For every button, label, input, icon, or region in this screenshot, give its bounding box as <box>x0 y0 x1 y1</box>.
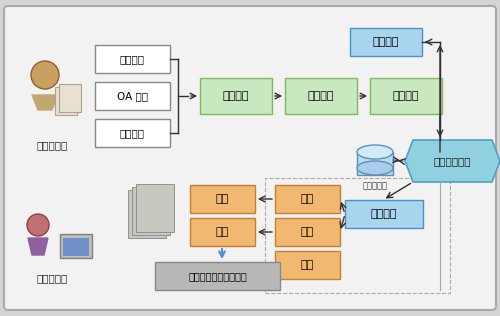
Bar <box>275 185 340 213</box>
Bar <box>55 87 77 115</box>
Ellipse shape <box>357 145 393 159</box>
Text: 电子印章: 电子印章 <box>308 91 334 101</box>
Text: 拒收: 拒收 <box>301 227 314 237</box>
Circle shape <box>27 214 49 236</box>
Bar <box>63 238 89 256</box>
Bar <box>155 262 280 290</box>
Polygon shape <box>32 95 58 110</box>
Bar <box>200 78 272 114</box>
Bar <box>285 78 357 114</box>
Bar <box>60 234 92 258</box>
Bar <box>265 178 450 293</box>
Text: 公文交换系统: 公文交换系统 <box>434 156 471 166</box>
Text: 签收: 签收 <box>301 194 314 204</box>
Text: 公文接受方: 公文接受方 <box>36 273 68 283</box>
Polygon shape <box>28 238 48 255</box>
Text: 输出: 输出 <box>216 227 229 237</box>
Bar <box>190 218 255 246</box>
Text: 公文发送方: 公文发送方 <box>36 140 68 150</box>
Text: 打印、归档、协同办公: 打印、归档、协同办公 <box>188 271 247 281</box>
Text: 中心公文库: 中心公文库 <box>362 181 388 190</box>
Bar <box>190 185 255 213</box>
Text: 回执管理: 回执管理 <box>373 37 399 47</box>
Text: 办理: 办理 <box>216 194 229 204</box>
Bar <box>95 45 170 73</box>
Bar <box>350 28 422 56</box>
Bar <box>95 82 170 110</box>
Text: OA 接口: OA 接口 <box>117 91 148 101</box>
FancyBboxPatch shape <box>136 184 174 232</box>
Bar <box>275 218 340 246</box>
Bar <box>59 84 81 112</box>
FancyBboxPatch shape <box>4 6 496 310</box>
Text: 公文生成: 公文生成 <box>223 91 249 101</box>
Bar <box>370 78 442 114</box>
Text: 电子文件: 电子文件 <box>120 128 145 138</box>
Polygon shape <box>405 140 500 182</box>
Circle shape <box>31 61 59 89</box>
Text: 公文打包: 公文打包 <box>393 91 419 101</box>
FancyBboxPatch shape <box>128 190 166 238</box>
FancyBboxPatch shape <box>132 187 170 235</box>
Text: 退回: 退回 <box>301 260 314 270</box>
Text: 录入排版: 录入排版 <box>120 54 145 64</box>
Text: 收件提示: 收件提示 <box>371 209 397 219</box>
Bar <box>357 152 393 175</box>
Bar <box>345 200 423 228</box>
Bar <box>95 119 170 147</box>
Ellipse shape <box>357 161 393 175</box>
Bar <box>275 251 340 279</box>
